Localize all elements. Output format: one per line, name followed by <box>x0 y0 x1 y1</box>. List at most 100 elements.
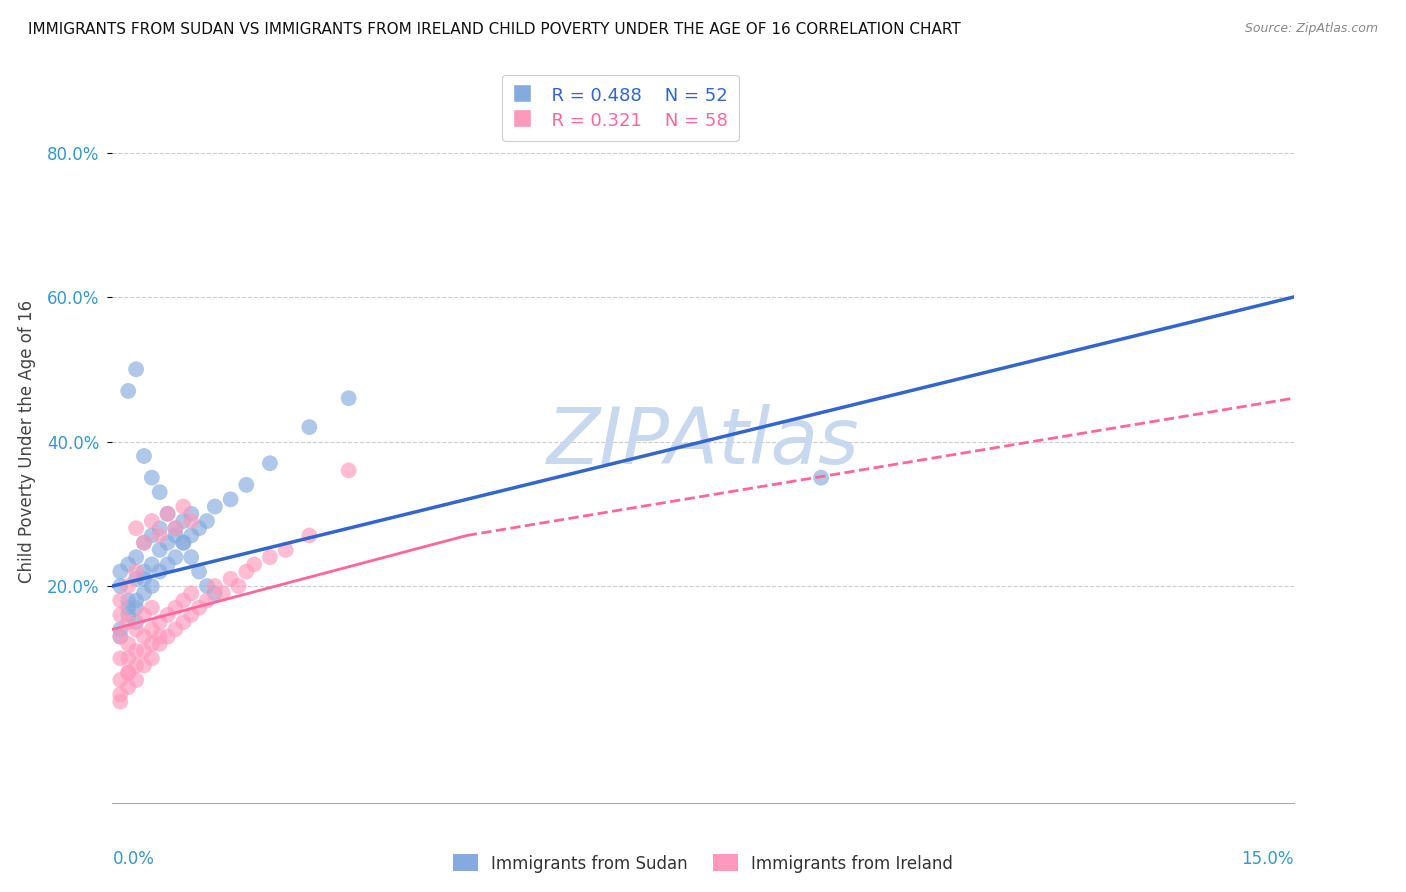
Point <box>195 579 218 593</box>
Text: Source: ZipAtlas.com: Source: ZipAtlas.com <box>1244 22 1378 36</box>
Point <box>165 600 187 615</box>
Point <box>141 651 163 665</box>
Point <box>125 673 148 687</box>
Legend: Immigrants from Sudan, Immigrants from Ireland: Immigrants from Sudan, Immigrants from I… <box>446 847 960 880</box>
Point <box>117 384 139 398</box>
Point <box>117 680 139 694</box>
Point <box>141 514 163 528</box>
Y-axis label: Child Poverty Under the Age of 16: Child Poverty Under the Age of 16 <box>18 300 35 583</box>
Text: ZIPAtlas: ZIPAtlas <box>547 403 859 480</box>
Point <box>125 600 148 615</box>
Point <box>165 521 187 535</box>
Point <box>204 500 226 514</box>
Point <box>110 579 132 593</box>
Point <box>125 550 148 565</box>
Point <box>235 565 257 579</box>
Point <box>110 687 132 701</box>
Point <box>172 500 194 514</box>
Point <box>117 615 139 630</box>
Point <box>337 463 360 477</box>
Point <box>165 623 187 637</box>
Point <box>117 579 139 593</box>
Point <box>125 593 148 607</box>
Point <box>172 593 194 607</box>
Point <box>125 658 148 673</box>
Point <box>810 471 832 485</box>
Point <box>110 630 132 644</box>
Point <box>235 478 257 492</box>
Point <box>141 623 163 637</box>
Point <box>298 528 321 542</box>
Point <box>188 600 211 615</box>
Point <box>117 665 139 680</box>
Point <box>165 521 187 535</box>
Point <box>110 593 132 607</box>
Point <box>228 579 250 593</box>
Point <box>180 550 202 565</box>
Point <box>204 586 226 600</box>
Text: 0.0%: 0.0% <box>112 850 155 868</box>
Point <box>132 449 155 463</box>
Point <box>117 558 139 572</box>
Point <box>156 507 179 521</box>
Point <box>219 572 242 586</box>
Point <box>172 535 194 549</box>
Point <box>141 528 163 542</box>
Point <box>117 637 139 651</box>
Point <box>172 535 194 549</box>
Point <box>110 651 132 665</box>
Point <box>132 658 155 673</box>
Point <box>156 507 179 521</box>
Point <box>132 535 155 549</box>
Point <box>156 607 179 622</box>
Point <box>156 535 179 549</box>
Point <box>117 607 139 622</box>
Legend:   R = 0.488    N = 52,   R = 0.321    N = 58: R = 0.488 N = 52, R = 0.321 N = 58 <box>502 75 738 141</box>
Point <box>141 637 163 651</box>
Point <box>149 565 172 579</box>
Point <box>149 637 172 651</box>
Point <box>141 579 163 593</box>
Point <box>219 492 242 507</box>
Point <box>298 420 321 434</box>
Point <box>117 600 139 615</box>
Point <box>117 665 139 680</box>
Point <box>259 456 281 470</box>
Point <box>180 514 202 528</box>
Point <box>172 514 194 528</box>
Point <box>125 615 148 630</box>
Point <box>149 521 172 535</box>
Point <box>337 391 360 405</box>
Point <box>132 535 155 549</box>
Point <box>180 507 202 521</box>
Point <box>149 542 172 557</box>
Point <box>172 615 194 630</box>
Point <box>110 607 132 622</box>
Point <box>125 623 148 637</box>
Point <box>132 586 155 600</box>
Point <box>132 565 155 579</box>
Point <box>180 586 202 600</box>
Point <box>132 607 155 622</box>
Point <box>188 565 211 579</box>
Point <box>110 695 132 709</box>
Point <box>141 600 163 615</box>
Point <box>110 565 132 579</box>
Point <box>259 550 281 565</box>
Text: 15.0%: 15.0% <box>1241 850 1294 868</box>
Point <box>204 579 226 593</box>
Point <box>125 565 148 579</box>
Point <box>211 586 233 600</box>
Text: IMMIGRANTS FROM SUDAN VS IMMIGRANTS FROM IRELAND CHILD POVERTY UNDER THE AGE OF : IMMIGRANTS FROM SUDAN VS IMMIGRANTS FROM… <box>28 22 960 37</box>
Point <box>132 572 155 586</box>
Point <box>274 542 297 557</box>
Point <box>132 644 155 658</box>
Point <box>141 471 163 485</box>
Point <box>110 623 132 637</box>
Point <box>195 514 218 528</box>
Point <box>125 521 148 535</box>
Point <box>117 651 139 665</box>
Point <box>117 593 139 607</box>
Point <box>243 558 266 572</box>
Point <box>188 521 211 535</box>
